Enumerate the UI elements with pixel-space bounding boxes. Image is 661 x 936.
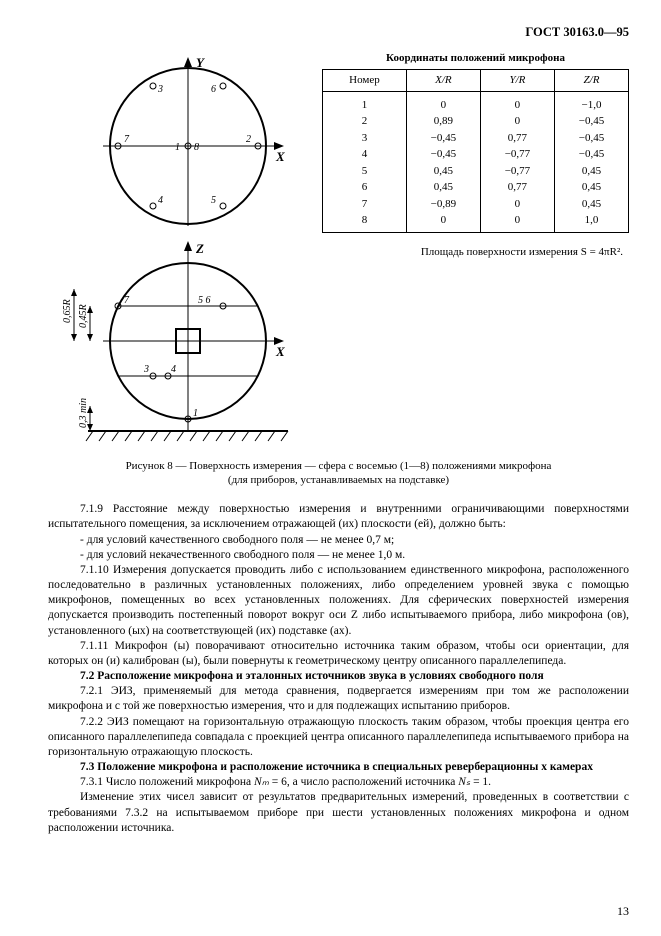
- svg-text:0,45R: 0,45R: [78, 304, 89, 328]
- table-row: 3−0,450,77−0,45: [323, 130, 629, 147]
- para-721: 7.2.1 ЭИЗ, применяемый для метода сравне…: [48, 684, 629, 714]
- svg-text:1: 1: [193, 408, 198, 419]
- table-row: 60,450,770,45: [323, 179, 629, 196]
- document-id: ГОСТ 30163.0—95: [48, 24, 629, 41]
- list-item: для условий некачественного свободного п…: [48, 548, 629, 563]
- para-7110: 7.1.10 Измерения допускается проводить л…: [48, 563, 629, 639]
- para-731: 7.3.1 Число положений микрофона Nₘ = 6, …: [48, 775, 629, 790]
- table-row: 50,45−0,770,45: [323, 163, 629, 180]
- figure-diagram: Y X 1 8 2 3: [48, 51, 308, 451]
- svg-text:7: 7: [124, 134, 130, 145]
- svg-text:5: 5: [211, 195, 216, 206]
- svg-text:X: X: [275, 344, 285, 359]
- para-722: 7.2.2 ЭИЗ помещают на горизонтальную отр…: [48, 715, 629, 761]
- table-row: 100−1,0: [323, 91, 629, 113]
- para-last: Изменение этих чисел зависит от результа…: [48, 790, 629, 836]
- coord-table: Номер X/R Y/R Z/R 100−1,0 20,890−0,45 3−…: [322, 69, 629, 233]
- para-7111: 7.1.11 Микрофон (ы) поворачивают относит…: [48, 639, 629, 669]
- svg-text:5 6: 5 6: [198, 295, 211, 306]
- heading-72: 7.2 Расположение микрофона и эталонных и…: [48, 669, 629, 684]
- th-yr: Y/R: [480, 70, 554, 92]
- page-number: 13: [617, 904, 629, 920]
- table-row: 20,890−0,45: [323, 113, 629, 130]
- svg-text:4: 4: [158, 195, 163, 206]
- th-num: Номер: [323, 70, 407, 92]
- table-row: 8001,0: [323, 212, 629, 232]
- th-zr: Z/R: [554, 70, 628, 92]
- svg-text:0,65R: 0,65R: [62, 299, 73, 323]
- svg-text:1: 1: [175, 142, 180, 153]
- list-item: для условий качественного свободного пол…: [48, 533, 629, 548]
- figure-caption: Рисунок 8 — Поверхность измерения — сфер…: [48, 459, 629, 489]
- svg-text:4: 4: [171, 364, 176, 375]
- area-note: Площадь поверхности измерения S = 4πR².: [322, 245, 623, 260]
- svg-text:2: 2: [246, 134, 251, 145]
- para-719: 7.1.9 Расстояние между поверхностью изме…: [48, 502, 629, 532]
- svg-text:8: 8: [194, 142, 199, 153]
- svg-text:3: 3: [157, 84, 163, 95]
- svg-text:6: 6: [211, 84, 216, 95]
- svg-text:0,3 min: 0,3 min: [78, 398, 89, 428]
- table-row: 4−0,45−0,77−0,45: [323, 146, 629, 163]
- th-xr: X/R: [406, 70, 480, 92]
- svg-text:7: 7: [124, 295, 130, 306]
- table-row: 7−0,8900,45: [323, 196, 629, 213]
- svg-text:X: X: [275, 149, 285, 164]
- svg-text:Z: Z: [195, 241, 204, 256]
- svg-text:3: 3: [143, 364, 149, 375]
- table-title: Координаты положений микрофона: [322, 51, 629, 66]
- heading-73: 7.3 Положение микрофона и расположение и…: [48, 760, 629, 775]
